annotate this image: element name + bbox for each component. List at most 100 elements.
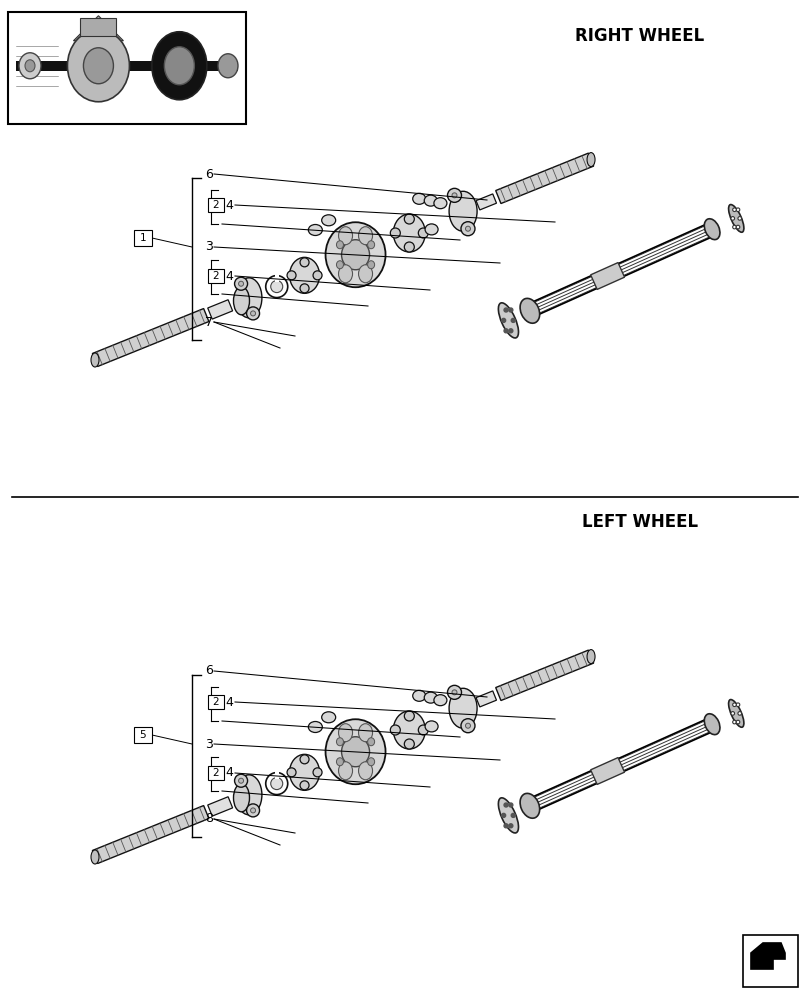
Polygon shape — [475, 691, 496, 707]
Ellipse shape — [586, 650, 594, 664]
Ellipse shape — [390, 725, 400, 735]
Circle shape — [504, 329, 508, 333]
Ellipse shape — [465, 226, 470, 231]
Ellipse shape — [300, 755, 309, 764]
Circle shape — [732, 720, 736, 724]
Text: 8: 8 — [204, 812, 212, 825]
Ellipse shape — [412, 193, 425, 204]
Ellipse shape — [300, 284, 309, 293]
Circle shape — [736, 703, 739, 707]
Ellipse shape — [300, 258, 309, 267]
Ellipse shape — [290, 257, 320, 293]
Ellipse shape — [152, 32, 207, 100]
Ellipse shape — [251, 311, 255, 316]
Text: 7: 7 — [204, 316, 212, 328]
Ellipse shape — [393, 214, 425, 252]
Ellipse shape — [338, 227, 352, 245]
Circle shape — [501, 318, 505, 322]
Circle shape — [508, 824, 513, 828]
Circle shape — [508, 308, 513, 312]
Ellipse shape — [586, 153, 594, 167]
Ellipse shape — [390, 228, 400, 238]
Ellipse shape — [423, 195, 436, 206]
Ellipse shape — [367, 738, 374, 746]
Text: 5: 5 — [139, 730, 146, 740]
Ellipse shape — [520, 298, 539, 323]
Circle shape — [730, 712, 734, 715]
Ellipse shape — [452, 690, 457, 695]
Ellipse shape — [338, 762, 352, 780]
Ellipse shape — [404, 739, 414, 749]
Text: 3: 3 — [204, 737, 212, 750]
Polygon shape — [92, 806, 208, 863]
Circle shape — [736, 225, 739, 229]
Ellipse shape — [308, 224, 322, 235]
Circle shape — [736, 208, 739, 212]
Text: 2: 2 — [212, 271, 219, 281]
Ellipse shape — [336, 738, 343, 746]
Ellipse shape — [433, 198, 446, 209]
Circle shape — [501, 813, 505, 817]
Ellipse shape — [25, 60, 35, 72]
Ellipse shape — [247, 307, 260, 320]
Ellipse shape — [425, 224, 438, 235]
Ellipse shape — [336, 758, 343, 766]
Ellipse shape — [217, 54, 238, 78]
Bar — [590, 758, 624, 784]
Text: 2: 2 — [212, 768, 219, 778]
Text: 4: 4 — [225, 766, 233, 780]
Ellipse shape — [448, 688, 477, 728]
Ellipse shape — [498, 303, 518, 338]
Ellipse shape — [358, 227, 372, 245]
Bar — [134, 727, 152, 743]
Text: RIGHT WHEEL: RIGHT WHEEL — [575, 27, 704, 45]
Ellipse shape — [412, 690, 425, 701]
Text: 4: 4 — [225, 269, 233, 282]
Ellipse shape — [404, 711, 414, 721]
Polygon shape — [73, 16, 123, 41]
Bar — [274, 274, 278, 282]
Bar — [208, 269, 224, 283]
Ellipse shape — [321, 712, 335, 723]
Polygon shape — [92, 309, 208, 366]
Bar — [134, 230, 152, 246]
Ellipse shape — [325, 719, 385, 784]
Ellipse shape — [465, 723, 470, 728]
Ellipse shape — [404, 214, 414, 224]
Ellipse shape — [418, 725, 427, 735]
Ellipse shape — [91, 353, 99, 367]
Text: 4: 4 — [225, 199, 233, 212]
Ellipse shape — [336, 241, 343, 249]
Circle shape — [504, 308, 508, 312]
Ellipse shape — [313, 768, 322, 777]
Ellipse shape — [67, 30, 129, 102]
Ellipse shape — [433, 695, 446, 706]
Ellipse shape — [336, 261, 343, 269]
Ellipse shape — [234, 784, 249, 812]
Ellipse shape — [425, 721, 438, 732]
Ellipse shape — [703, 714, 719, 735]
Text: 3: 3 — [204, 240, 212, 253]
Ellipse shape — [321, 215, 335, 226]
Ellipse shape — [164, 47, 194, 85]
Text: LEFT WHEEL: LEFT WHEEL — [581, 513, 697, 531]
Bar — [742, 935, 797, 987]
Ellipse shape — [234, 774, 247, 787]
Ellipse shape — [727, 205, 743, 232]
Circle shape — [511, 318, 515, 322]
Ellipse shape — [367, 241, 374, 249]
Ellipse shape — [325, 222, 385, 287]
Ellipse shape — [358, 265, 372, 283]
Ellipse shape — [341, 737, 369, 767]
Circle shape — [511, 813, 515, 817]
Circle shape — [736, 720, 739, 724]
Ellipse shape — [703, 219, 719, 240]
Polygon shape — [495, 153, 593, 204]
Bar — [274, 771, 278, 779]
Bar — [208, 198, 224, 212]
Ellipse shape — [270, 281, 282, 293]
Ellipse shape — [270, 778, 282, 790]
Ellipse shape — [447, 685, 461, 699]
Polygon shape — [208, 797, 232, 816]
Ellipse shape — [461, 719, 474, 733]
